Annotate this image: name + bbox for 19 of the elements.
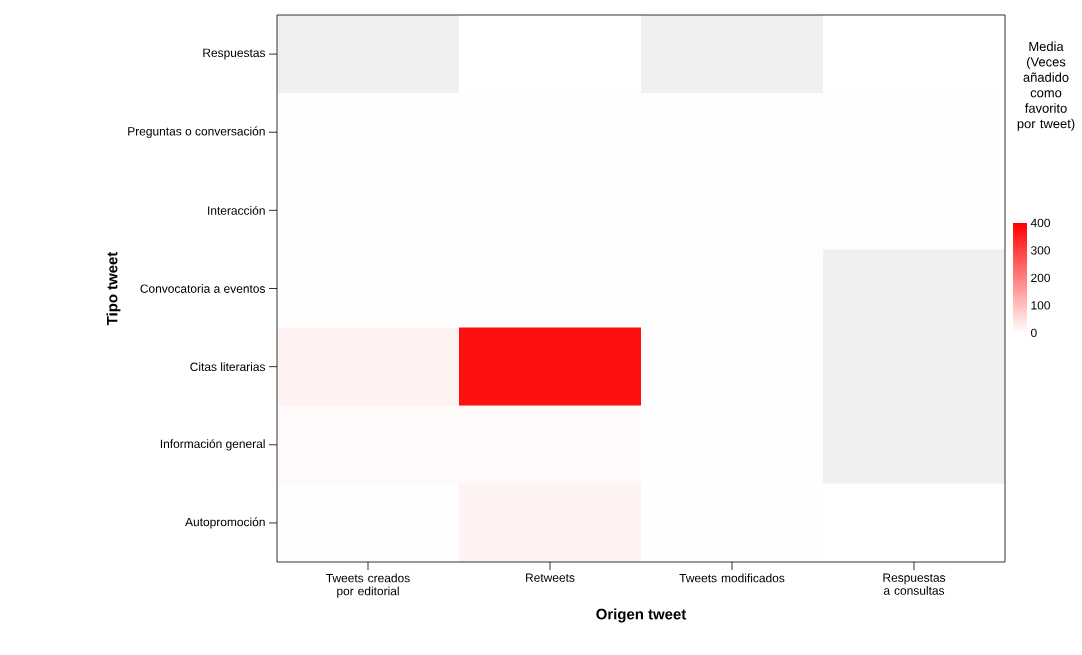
x-tick-label: Tweets creados por editorial — [326, 573, 410, 598]
color-bar-label: 0 — [1031, 328, 1037, 338]
y-tick-label: Preguntas o conversación — [128, 126, 265, 138]
x-tick-label: Tweets modificados — [679, 573, 785, 583]
y-tick-label: Convocatoria a eventos — [140, 284, 266, 293]
y-tick-label: Interacción — [208, 205, 265, 215]
y-axis-title: Tipo tweet — [106, 251, 121, 326]
color-bar-label: 400 — [1030, 218, 1051, 228]
color-bar-label: 100 — [1031, 301, 1051, 310]
y-tick-label: Información general — [160, 439, 265, 451]
x-tick-label: Retweets — [526, 573, 575, 582]
color-bar-label: 200 — [1031, 273, 1051, 283]
x-tick-label: Respuestas a consultas — [883, 573, 946, 595]
x-axis-title: Origen tweet — [596, 608, 687, 623]
color-bar-title: Media (Veces añadido como favorito por tweet) — [1017, 41, 1075, 131]
y-tick-label: Citas literarias — [190, 362, 266, 372]
color-bar-label: 300 — [1030, 246, 1051, 255]
y-tick-label: Respuestas — [203, 48, 266, 60]
y-tick-label: Autopromoción — [185, 517, 265, 529]
